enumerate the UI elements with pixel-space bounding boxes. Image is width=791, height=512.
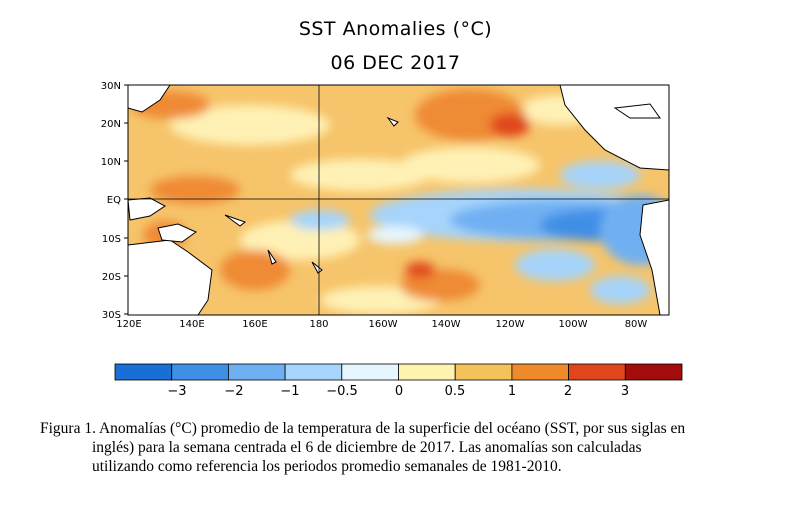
legend-color-swatch [284,363,343,381]
lat-label: 30S [102,310,121,321]
legend-tick-label: −1 [280,384,299,399]
legend-color-swatch [624,363,683,381]
map-frame [127,84,670,316]
lat-label: EQ [107,195,121,206]
lat-label: 20S [102,272,121,283]
legend-color-swatch [511,363,569,381]
legend-color-swatch [171,363,229,381]
legend-color-swatch [341,363,399,381]
lon-label: 160E [242,319,267,330]
lat-label: 10N [101,157,121,168]
legend-color-swatch [114,363,173,381]
caption-line: inglés) para la semana centrada el 6 de … [92,439,642,456]
lon-label: 140W [432,319,461,330]
lon-label: 120W [496,319,525,330]
map-date: 06 DEC 2017 [330,52,461,74]
map-title: SST Anomalies (°C) [298,18,493,40]
legend-tick-label: 3 [621,384,629,399]
legend-tick-label: −3 [167,384,186,399]
lon-label: 160W [369,319,398,330]
lat-label: 30N [101,81,121,92]
lon-label: 180 [309,319,328,330]
figure-caption: Figura 1. Anomalías (°C) promedio de la … [40,419,760,476]
lon-label: 100W [559,319,588,330]
legend-color-swatch [568,363,626,381]
legend-tick-label: 0 [395,384,403,399]
legend-color-swatch [454,363,513,381]
legend-tick-label: −2 [224,384,243,399]
legend-color-swatch [227,363,286,381]
legend-tick-label: −0.5 [326,384,358,399]
lon-label: 120E [116,319,141,330]
legend-tick-label: 2 [564,384,572,399]
lon-label: 80W [625,319,648,330]
anomaly-field [128,85,669,315]
color-scale-legend [114,363,683,381]
caption-line: Figura 1. Anomalías (°C) promedio de la … [40,420,686,437]
legend-tick-label: 1 [508,384,516,399]
lat-label: 10S [102,234,121,245]
lon-label: 140E [179,319,204,330]
caption-line: utilizando como referencia los periodos … [92,458,562,475]
lat-label: 20N [101,119,121,130]
legend-tick-label: 0.5 [445,384,466,399]
legend-color-swatch [398,363,456,381]
